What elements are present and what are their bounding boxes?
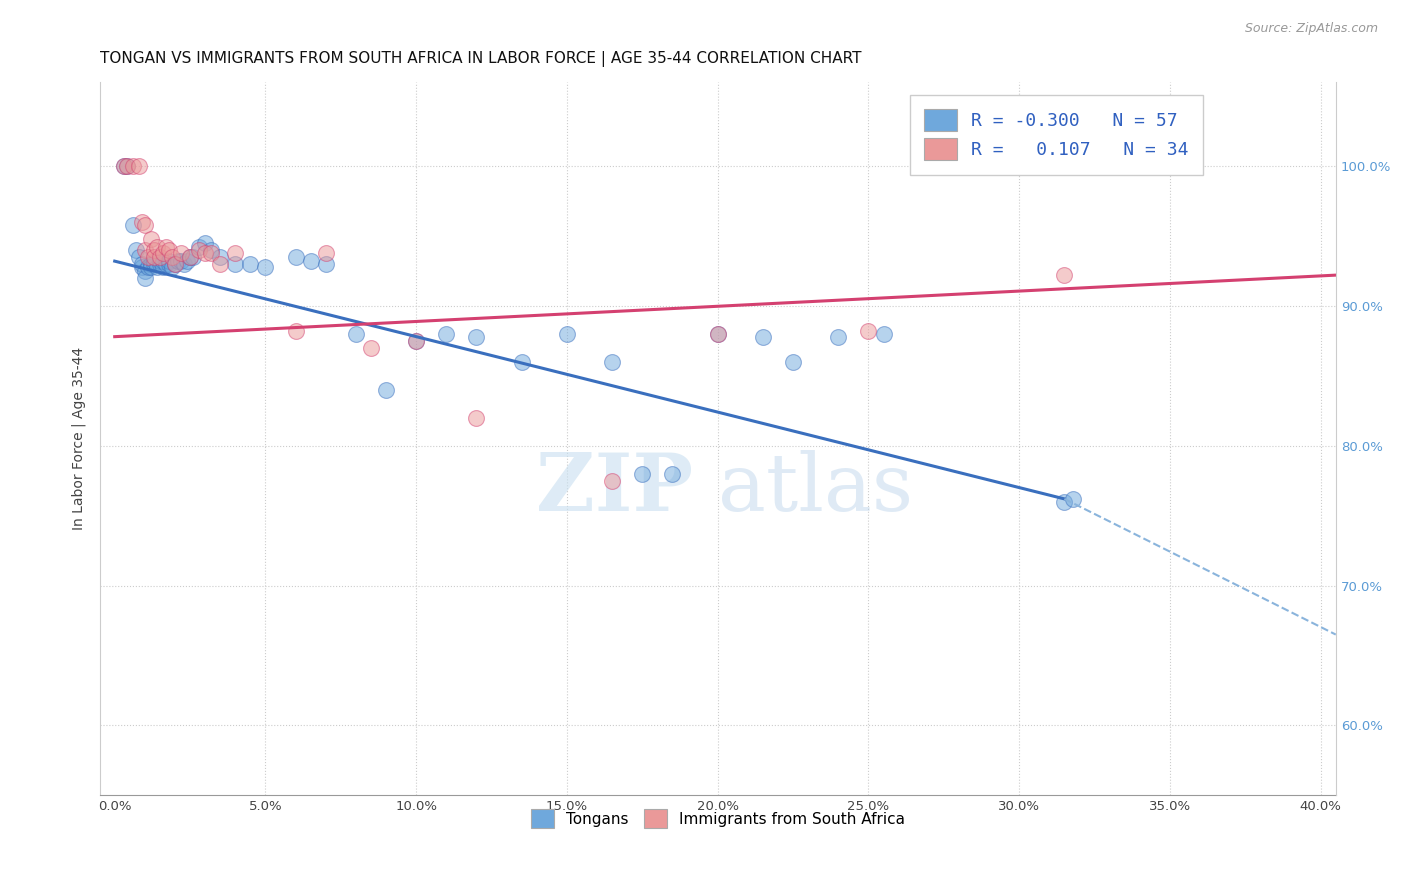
Point	[344, 326, 367, 341]
Point	[139, 257, 162, 271]
Text: atlas: atlas	[717, 450, 912, 528]
Point	[224, 245, 246, 260]
Point	[173, 257, 195, 271]
Point	[139, 232, 162, 246]
Point	[631, 467, 654, 481]
Point	[139, 260, 162, 274]
Point	[128, 250, 150, 264]
Point	[134, 271, 156, 285]
Point	[134, 218, 156, 232]
Point	[131, 260, 153, 274]
Point	[157, 254, 180, 268]
Point	[315, 257, 337, 271]
Point	[121, 159, 143, 173]
Point	[209, 250, 232, 264]
Point	[146, 240, 169, 254]
Point	[179, 250, 201, 264]
Point	[188, 243, 211, 257]
Point	[254, 260, 277, 274]
Point	[152, 260, 174, 274]
Point	[405, 334, 427, 348]
Point	[405, 334, 427, 348]
Point	[752, 329, 775, 343]
Point	[375, 383, 398, 397]
Point	[131, 215, 153, 229]
Point	[112, 159, 135, 173]
Point	[284, 250, 307, 264]
Point	[200, 243, 222, 257]
Point	[149, 250, 172, 264]
Point	[170, 245, 193, 260]
Point	[706, 326, 728, 341]
Legend: Tongans, Immigrants from South Africa: Tongans, Immigrants from South Africa	[524, 804, 911, 834]
Point	[167, 254, 190, 268]
Point	[125, 243, 148, 257]
Point	[157, 257, 180, 271]
Point	[661, 467, 683, 481]
Point	[188, 240, 211, 254]
Point	[134, 243, 156, 257]
Point	[155, 257, 177, 271]
Point	[163, 257, 186, 271]
Point	[115, 159, 138, 173]
Point	[706, 326, 728, 341]
Point	[465, 329, 488, 343]
Point	[128, 159, 150, 173]
Point	[181, 250, 204, 264]
Point	[1053, 268, 1076, 282]
Point	[600, 474, 623, 488]
Point	[200, 245, 222, 260]
Point	[142, 250, 165, 264]
Point	[115, 159, 138, 173]
Point	[299, 254, 322, 268]
Point	[510, 355, 533, 369]
Point	[827, 329, 849, 343]
Point	[136, 260, 159, 274]
Y-axis label: In Labor Force | Age 35-44: In Labor Force | Age 35-44	[72, 347, 86, 531]
Point	[284, 324, 307, 338]
Point	[152, 245, 174, 260]
Point	[142, 254, 165, 268]
Point	[152, 254, 174, 268]
Point	[600, 355, 623, 369]
Point	[163, 257, 186, 271]
Point	[872, 326, 894, 341]
Point	[434, 326, 457, 341]
Point	[1062, 491, 1084, 506]
Point	[239, 257, 262, 271]
Point	[1053, 494, 1076, 508]
Text: ZIP: ZIP	[536, 450, 693, 528]
Point	[782, 355, 804, 369]
Point	[209, 257, 232, 271]
Point	[146, 260, 169, 274]
Point	[149, 254, 172, 268]
Point	[224, 257, 246, 271]
Point	[160, 250, 183, 264]
Point	[360, 341, 382, 355]
Point	[142, 243, 165, 257]
Point	[112, 159, 135, 173]
Point	[858, 324, 880, 338]
Point	[465, 410, 488, 425]
Point	[134, 264, 156, 278]
Point	[555, 326, 578, 341]
Point	[315, 245, 337, 260]
Point	[160, 260, 183, 274]
Point	[121, 218, 143, 232]
Point	[136, 250, 159, 264]
Point	[170, 254, 193, 268]
Text: Source: ZipAtlas.com: Source: ZipAtlas.com	[1244, 22, 1378, 36]
Point	[194, 245, 217, 260]
Point	[149, 257, 172, 271]
Point	[176, 254, 198, 268]
Point	[131, 257, 153, 271]
Point	[194, 235, 217, 250]
Point	[155, 240, 177, 254]
Point	[157, 243, 180, 257]
Point	[179, 250, 201, 264]
Point	[142, 257, 165, 271]
Text: TONGAN VS IMMIGRANTS FROM SOUTH AFRICA IN LABOR FORCE | AGE 35-44 CORRELATION CH: TONGAN VS IMMIGRANTS FROM SOUTH AFRICA I…	[100, 51, 860, 67]
